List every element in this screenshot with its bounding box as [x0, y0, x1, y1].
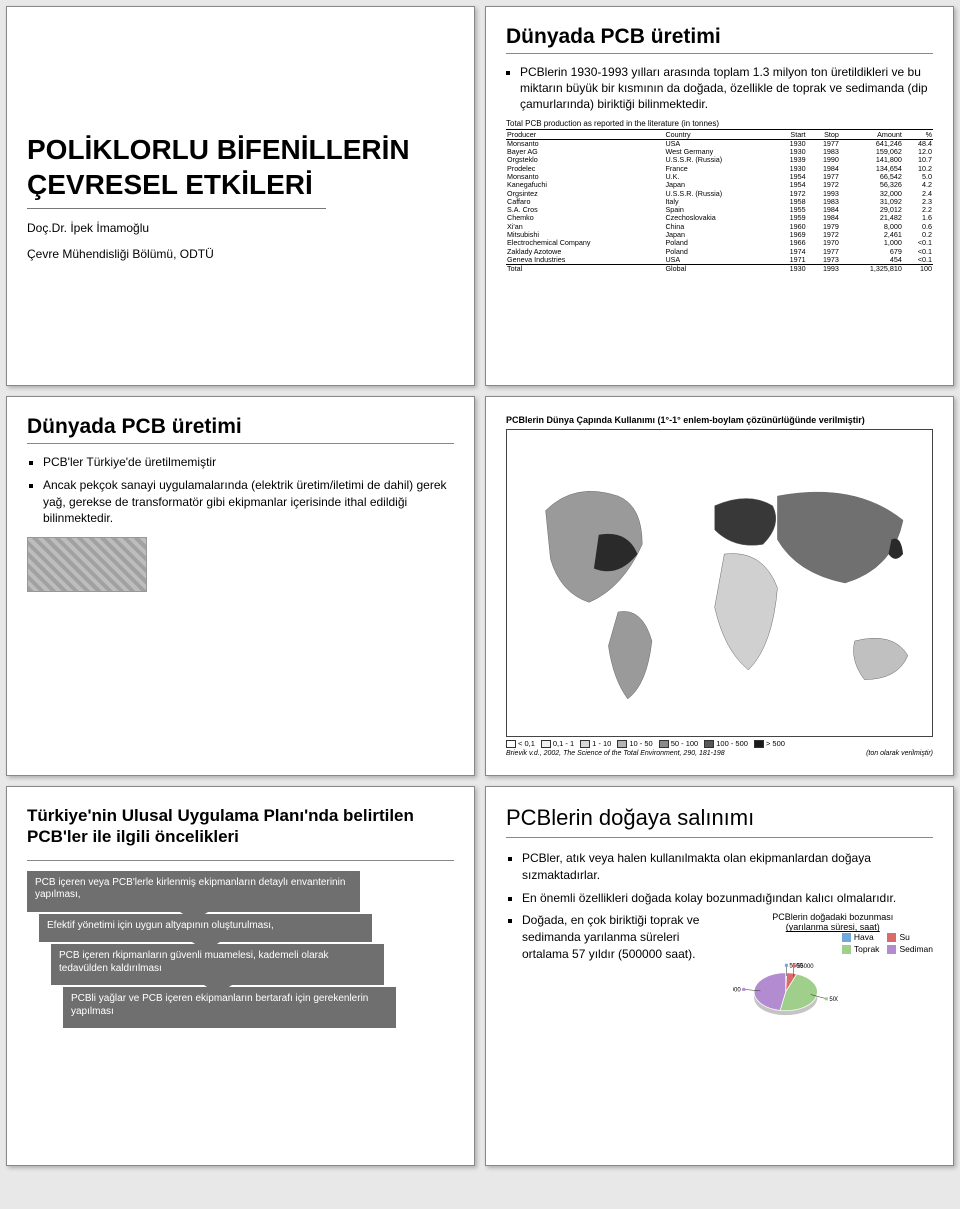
slide6-title: PCBlerin doğaya salınımı — [506, 805, 933, 831]
pie-title: PCBlerin doğadaki bozunması — [733, 912, 934, 922]
pie-subtitle: (yarılanma süresi, saat) — [733, 922, 934, 932]
svg-text:55000: 55000 — [796, 964, 813, 970]
title-underline — [27, 860, 454, 861]
svg-text:500000: 500000 — [733, 988, 741, 994]
map-legend-item: 50 - 100 — [659, 739, 699, 748]
production-table-wrap: Total PCB production as reported in the … — [506, 119, 933, 274]
pie-legend: Hava Su Toprak Sediman — [842, 932, 933, 954]
process-step: PCB içeren rkipmanların güvenli muameles… — [51, 944, 384, 985]
slide6-bullet-1: En önemli özellikleri doğada kolay bozun… — [522, 890, 933, 907]
slide-world-production: Dünyada PCB üretimi PCBlerin 1930-1993 y… — [485, 6, 954, 386]
map-legend: < 0,1 0,1 - 1 1 - 10 10 - 50 50 - 100 100 - 5… — [506, 739, 933, 748]
slide3-bullet-1: Ancak pekçok sanayi uygulamalarında (ele… — [43, 477, 454, 527]
slide6-bullet-0: PCBler, atık veya halen kullanılmakta ol… — [522, 850, 933, 884]
main-title-line1: POLİKLORLU BİFENİLLERİN — [27, 132, 410, 167]
title-underline — [506, 53, 933, 54]
slide2-bullets: PCBlerin 1930-1993 yılları arasında topl… — [506, 64, 933, 113]
pie-legend-item: Toprak — [842, 944, 880, 954]
slide2-title: Dünyada PCB üretimi — [506, 25, 933, 49]
title-divider — [27, 208, 326, 209]
map-legend-item: 0,1 - 1 — [541, 739, 574, 748]
slide4-title: PCBlerin Dünya Çapında Kullanımı (1°-1° … — [506, 415, 933, 425]
slide5-title: Türkiye'nin Ulusal Uygulama Planı'nda be… — [27, 805, 454, 848]
svg-text:500000: 500000 — [829, 997, 838, 1003]
map-legend-item: < 0,1 — [506, 739, 535, 748]
title-underline — [506, 837, 933, 838]
main-title-line2: ÇEVRESEL ETKİLERİ — [27, 167, 313, 202]
slide-title-card: POLİKLORLU BİFENİLLERİN ÇEVRESEL ETKİLER… — [6, 6, 475, 386]
pie-legend-item: Hava — [842, 932, 880, 942]
slide6-bullets: PCBler, atık veya halen kullanılmakta ol… — [506, 850, 933, 906]
slide3-title: Dünyada PCB üretimi — [27, 415, 454, 439]
process-step: PCBli yağlar ve PCB içeren ekipmanların … — [63, 987, 396, 1028]
pie-chart-box: PCBlerin doğadaki bozunması (yarılanma s… — [733, 912, 934, 1049]
slide-turkey-production: Dünyada PCB üretimi PCB'ler Türkiye'de ü… — [6, 396, 475, 776]
map-legend-item: > 500 — [754, 739, 785, 748]
pie-chart: 550055000500000500000 — [733, 932, 838, 1044]
title-underline — [27, 443, 454, 444]
world-map-figure — [506, 429, 933, 737]
map-legend-item: 10 - 50 — [617, 739, 652, 748]
slide2-bullet-0: PCBlerin 1930-1993 yılları arasında topl… — [520, 64, 933, 113]
slide3-bullet-0: PCB'ler Türkiye'de üretilmemiştir — [43, 454, 454, 471]
process-step: Efektif yönetimi için uygun altyapının o… — [39, 914, 372, 943]
slide-environment-release: PCBlerin doğaya salınımı PCBler, atık ve… — [485, 786, 954, 1166]
equipment-photo-placeholder — [27, 537, 147, 592]
map-legend-item: 100 - 500 — [704, 739, 748, 748]
slide6-left-bullet: Doğada, en çok biriktiği toprak ve sedim… — [522, 912, 723, 962]
process-step: PCB içeren veya PCB'lerle kirlenmiş ekip… — [27, 871, 360, 912]
pie-legend-item: Sediman — [887, 944, 933, 954]
map-unit-note: (ton olarak verilmiştir) — [866, 750, 933, 757]
table-caption: Total PCB production as reported in the … — [506, 119, 933, 130]
process-steps: PCB içeren veya PCB'lerle kirlenmiş ekip… — [27, 871, 454, 1029]
author-name: Doç.Dr. İpek İmamoğlu — [27, 221, 149, 235]
map-citation: Brievik v.d., 2002, The Science of the T… — [506, 750, 725, 757]
production-table: ProducerCountryStartStopAmount%MonsantoU… — [506, 131, 933, 274]
slide6-left-text: Doğada, en çok biriktiği toprak ve sedim… — [506, 912, 723, 1049]
author-affiliation: Çevre Mühendisliği Bölümü, ODTÜ — [27, 247, 214, 261]
slide3-bullets: PCB'ler Türkiye'de üretilmemiştir Ancak … — [27, 454, 454, 527]
map-legend-item: 1 - 10 — [580, 739, 611, 748]
pie-legend-item: Su — [887, 932, 933, 942]
slide-world-map: PCBlerin Dünya Çapında Kullanımı (1°-1° … — [485, 396, 954, 776]
slide-national-plan: Türkiye'nin Ulusal Uygulama Planı'nda be… — [6, 786, 475, 1166]
